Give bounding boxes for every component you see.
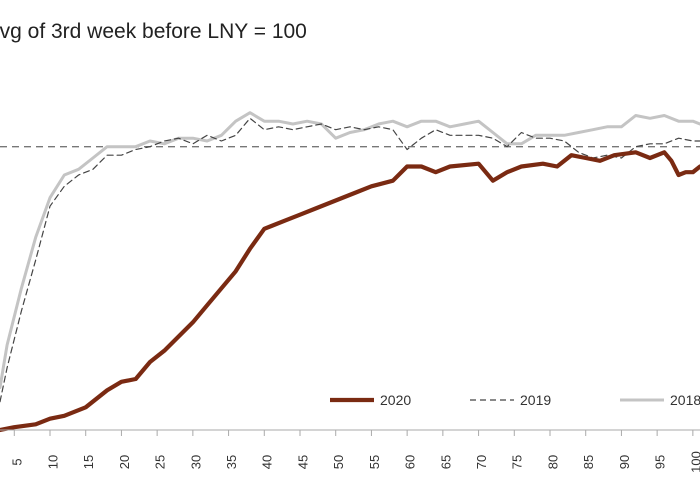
legend-label-2018: 2018 <box>670 392 700 408</box>
series-2019-line <box>0 117 700 403</box>
x-ticks: 5 10 15 20 25 30 35 40 45 50 55 60 65 70 75 80 85 90 95 100 <box>10 430 700 473</box>
x-tick-label: 80 <box>545 455 560 469</box>
x-tick-label: 35 <box>224 455 239 469</box>
x-tick-label: 65 <box>438 455 453 469</box>
x-tick-label: 45 <box>295 455 310 469</box>
series-2018-line <box>0 111 700 389</box>
x-tick-label: 10 <box>45 455 60 469</box>
x-tick-label: 15 <box>81 455 96 469</box>
series-2020-line <box>0 150 700 433</box>
x-tick-label: 40 <box>260 455 275 469</box>
legend-label-2019: 2019 <box>520 392 551 408</box>
chart-subtitle: Avg of 3rd week before LNY = 100 <box>0 20 307 43</box>
x-tick-label: 90 <box>617 455 632 469</box>
x-tick-label: 5 <box>10 458 25 465</box>
x-tick-label: 60 <box>403 455 418 469</box>
legend-label-2020: 2020 <box>380 392 411 408</box>
series-layer <box>0 111 700 433</box>
x-tick-label: 55 <box>367 455 382 469</box>
x-tick-label: 50 <box>331 455 346 469</box>
x-tick-label: 70 <box>474 455 489 469</box>
x-tick-label: 25 <box>153 455 168 469</box>
x-tick-label: 75 <box>510 455 525 469</box>
x-tick-label: 20 <box>117 455 132 469</box>
x-tick-label: 100 <box>688 451 700 473</box>
x-tick-label: 85 <box>581 455 596 469</box>
x-tick-label: 95 <box>653 455 668 469</box>
legend: 2020 2019 2018 <box>330 392 700 408</box>
x-tick-label: 30 <box>188 455 203 469</box>
